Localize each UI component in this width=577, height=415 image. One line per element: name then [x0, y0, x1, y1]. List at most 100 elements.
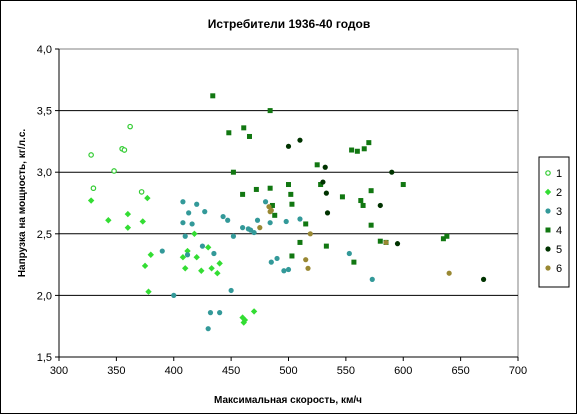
data-point-series-4: [444, 233, 450, 239]
data-point-series-1: [138, 189, 145, 195]
data-point-series-4: [354, 148, 360, 154]
data-point-series-4: [400, 182, 406, 188]
data-point-series-1: [111, 168, 117, 174]
x-tick-label: 400: [165, 365, 183, 377]
data-point-series-4: [360, 202, 366, 208]
data-point-series-6: [303, 257, 309, 263]
legend-label: 6: [556, 263, 562, 275]
data-point-series-3: [228, 287, 234, 294]
data-point-series-2: [184, 247, 191, 255]
data-point-series-4: [358, 198, 364, 204]
data-point-series-3: [211, 250, 217, 257]
data-point-series-3: [346, 250, 352, 257]
data-point-series-3: [180, 220, 186, 226]
chart-title: Истребители 1936-40 годов: [208, 17, 370, 31]
data-point-series-4: [318, 182, 324, 188]
data-point-series-4: [246, 133, 252, 139]
data-point-series-4: [297, 239, 303, 245]
data-point-series-1: [90, 185, 97, 192]
y-tick-label: 3,0: [37, 167, 52, 179]
data-point-series-5: [480, 276, 487, 282]
plot-area: [58, 48, 519, 358]
legend-marker-6: [545, 265, 551, 271]
data-point-series-4: [339, 194, 345, 200]
data-point-series-3: [205, 326, 211, 332]
data-point-series-4: [351, 259, 357, 265]
legend-marker-5: [545, 246, 551, 252]
x-tick-label: 650: [451, 365, 469, 377]
y-tick-label: 1,5: [37, 352, 52, 364]
data-point-series-5: [323, 190, 329, 196]
data-point-series-4: [226, 130, 232, 136]
legend: 1 2 3 4 5 6: [538, 156, 570, 288]
data-point-series-5: [324, 210, 331, 216]
y-axis-label: Напрузка на мощность, кг/л.с.: [17, 129, 28, 278]
data-point-series-5: [322, 164, 328, 170]
data-point-series-4: [267, 185, 273, 191]
data-point-series-2: [124, 210, 132, 218]
data-point-series-3: [285, 266, 292, 273]
data-point-series-2: [241, 316, 249, 324]
legend-item-5: 5: [545, 244, 562, 256]
data-point-series-3: [283, 218, 289, 225]
legend-item-2: 2: [544, 187, 562, 199]
legend-label: 4: [556, 225, 562, 237]
data-point-series-3: [189, 221, 195, 227]
data-point-series-2: [105, 217, 112, 224]
gridlines: [59, 110, 518, 296]
data-point-series-6: [305, 265, 311, 271]
x-tick-label: 700: [509, 365, 527, 377]
legend-marker-2: [544, 188, 552, 196]
legend-marker-4: [545, 227, 551, 233]
y-tick-label: 2,0: [37, 290, 52, 302]
data-point-series-3: [274, 255, 280, 262]
data-point-series-6: [446, 270, 452, 276]
legend-marker-1: [545, 170, 551, 176]
axes: 1,5 2,0 2,5 3,0 3,5 4,0 300 350 400 450 500 550 600 6…: [37, 44, 527, 377]
data-point-series-4: [240, 191, 246, 197]
x-tick-label: 300: [50, 365, 68, 377]
data-point-series-5: [285, 143, 292, 149]
data-point-series-2: [141, 262, 149, 270]
data-point-series-2: [179, 254, 187, 261]
data-point-series-1: [127, 123, 133, 130]
data-point-series-2: [182, 265, 189, 272]
data-point-series-3: [262, 199, 269, 205]
data-point-series-5: [297, 137, 303, 143]
data-point-series-3: [254, 217, 261, 223]
data-point-series-4: [269, 202, 275, 208]
data-point-series-2: [214, 270, 221, 277]
data-point-series-4: [361, 146, 367, 152]
x-tick-label: 450: [222, 365, 240, 377]
data-point-series-5: [320, 179, 326, 185]
data-point-series-1: [121, 147, 128, 153]
data-point-series-3: [171, 292, 177, 298]
data-point-series-4: [230, 169, 236, 175]
data-point-series-2: [193, 254, 200, 261]
data-point-series-3: [268, 259, 274, 265]
data-point-series-4: [323, 243, 329, 249]
data-point-series-2: [124, 224, 132, 231]
data-point-series-3: [281, 268, 287, 274]
data-point-series-4: [349, 147, 355, 153]
data-point-series-3: [240, 225, 246, 231]
data-point-series-3: [220, 213, 226, 220]
legend-marker-3: [545, 208, 551, 214]
data-point-series-3: [225, 217, 231, 223]
legend-item-4: 4: [545, 225, 562, 237]
x-tick-label: 500: [279, 365, 297, 377]
data-point-series-4: [210, 93, 216, 99]
y-tick-label: 4,0: [37, 44, 52, 56]
legend-item-6: 6: [545, 263, 562, 275]
data-point-series-3: [217, 310, 223, 316]
data-point-series-3: [194, 201, 200, 207]
data-point-series-3: [184, 252, 191, 258]
data-point-series-3: [267, 220, 273, 226]
data-point-series-2: [240, 319, 247, 326]
data-point-series-3: [180, 199, 186, 205]
data-point-series-6: [307, 231, 313, 237]
data-point-series-4: [368, 222, 374, 228]
data-point-series-4: [289, 253, 295, 259]
data-point-series-2: [139, 218, 146, 225]
